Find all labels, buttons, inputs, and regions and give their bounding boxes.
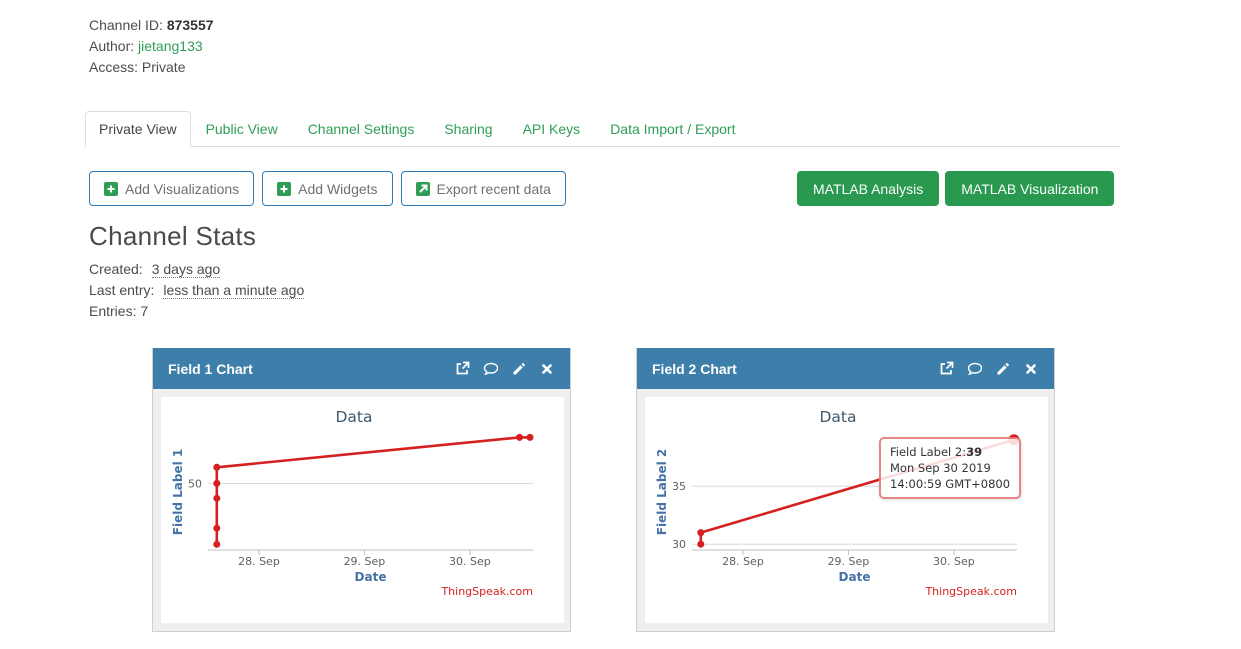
y-tick-label: 30 [672,538,686,551]
plus-square-icon [104,181,118,196]
chart-tooltip: Field Label 2:39 Mon Sep 30 2019 14:00:5… [879,437,1022,499]
x-tick-label: 28. Sep [238,555,280,568]
add-visualizations-button[interactable]: Add Visualizations [89,171,255,206]
field-1-chart: Data 50 28. Sep 29. Sep 30. Sep Date Field Lab… [161,397,564,623]
y-axis-title: Field Label 2 [655,449,669,535]
author-label: Author: [89,38,135,54]
field-2-chart-card: Field 2 Chart Data 30 35 28. Sep 29. Sep 30. … [636,348,1055,632]
close-icon[interactable] [1023,361,1038,376]
chart-title: Data [335,408,372,426]
channel-info-block: Channel ID: 873557 Author: jietang133 Ac… [89,15,214,78]
card-body: Data 30 35 28. Sep 29. Sep 30. Sep Date Field L… [637,389,1054,631]
visualization-toolbar: Add Visualizations Add Widgets Export re… [89,171,566,206]
x-tick-label: 30. Sep [449,555,491,568]
chart-canvas: Data 50 28. Sep 29. Sep 30. Sep Date Field Lab… [171,408,534,598]
external-link-icon[interactable] [939,361,954,376]
channel-stats-heading: Channel Stats [89,221,257,251]
close-icon[interactable] [539,361,554,376]
field-1-chart-header: Field 1 Chart [153,348,570,389]
add-visualizations-label: Add Visualizations [125,180,240,197]
add-widgets-button[interactable]: Add Widgets [262,171,393,206]
created-label: Created: [89,261,143,277]
tooltip-value-line: Field Label 2:39 [890,445,983,459]
y-tick-label: 50 [188,477,202,490]
data-point[interactable] [697,529,705,537]
author-link[interactable]: jietang133 [138,38,203,54]
chart-credit-link[interactable]: ThingSpeak.com [440,585,533,598]
comment-icon[interactable] [967,361,982,376]
data-point[interactable] [213,479,221,487]
tab-private-view[interactable]: Private View [85,111,191,147]
card-body: Data 50 28. Sep 29. Sep 30. Sep Date Field Lab… [153,389,570,631]
x-tick-label: 29. Sep [344,555,386,568]
edit-pencil-icon[interactable] [511,361,526,376]
matlab-toolbar: MATLAB Analysis MATLAB Visualization [797,171,1115,206]
tab-api-keys[interactable]: API Keys [522,121,581,137]
y-axis-title: Field Label 1 [171,449,185,535]
matlab-analysis-button[interactable]: MATLAB Analysis [797,171,940,206]
edit-pencil-icon[interactable] [995,361,1010,376]
x-tick-label: 28. Sep [722,555,764,568]
comment-icon[interactable] [483,361,498,376]
created-value: 3 days ago [151,261,221,278]
access-label: Access: [89,59,139,75]
field-2-chart-header: Field 2 Chart [637,348,1054,389]
export-recent-data-button[interactable]: Export recent data [400,171,566,206]
entries-label: Entries: [89,303,137,319]
add-widgets-label: Add Widgets [298,180,378,197]
tab-sharing[interactable]: Sharing [444,121,493,137]
field-1-chart-card: Field 1 Chart Data 50 28. Sep 29. Sep 30. Se… [152,348,571,632]
tab-public-view[interactable]: Public View [205,121,278,137]
chart-credit-link[interactable]: ThingSpeak.com [924,585,1017,598]
data-point[interactable] [213,540,221,548]
data-point[interactable] [516,433,523,441]
series-line [215,436,532,546]
channel-id-label: Channel ID: [89,17,163,33]
export-arrow-icon [415,181,430,196]
external-link-icon[interactable] [455,361,470,376]
created-row: Created: 3 days ago [89,259,304,279]
x-axis-title: Date [839,570,871,584]
author-row: Author: jietang133 [89,36,214,57]
tab-channel-settings[interactable]: Channel Settings [307,121,415,137]
last-entry-row: Last entry: less than a minute ago [89,280,305,300]
data-point[interactable] [213,463,221,471]
chart-canvas: Data 30 35 28. Sep 29. Sep 30. Sep Date Field L… [655,408,1020,598]
export-recent-data-label: Export recent data [436,180,551,197]
y-tick-label: 35 [672,480,686,493]
channel-stats-block: Created: 3 days ago Last entry: less than … [89,259,305,322]
data-point[interactable] [697,540,705,548]
tooltip-time-line: 14:00:59 GMT+0800 [890,477,1011,491]
chart-title: Data [819,408,856,426]
tooltip-date-line: Mon Sep 30 2019 [890,461,991,475]
x-tick-label: 30. Sep [933,555,975,568]
channel-id-value: 873557 [166,17,214,33]
card-title: Field 2 Chart [652,360,737,377]
entries-value: 7 [140,303,149,319]
last-entry-value: less than a minute ago [163,282,305,299]
data-point[interactable] [213,494,221,502]
data-point[interactable] [213,524,221,532]
channel-tabbar: Private View Public View Channel Setting… [85,111,1120,147]
access-row: Access: Private [89,57,214,78]
last-entry-label: Last entry: [89,282,155,298]
x-tick-label: 29. Sep [828,555,870,568]
plus-square-icon [277,181,292,196]
card-title: Field 1 Chart [168,360,253,377]
field-2-chart: Data 30 35 28. Sep 29. Sep 30. Sep Date Field L… [645,397,1048,623]
matlab-visualization-button[interactable]: MATLAB Visualization [945,171,1115,206]
access-value: Private [141,59,186,75]
x-axis-title: Date [355,570,387,584]
channel-id-row: Channel ID: 873557 [89,15,214,36]
tab-data-import-export[interactable]: Data Import / Export [610,121,736,137]
entries-row: Entries: 7 [89,301,304,321]
data-point[interactable] [526,433,534,441]
